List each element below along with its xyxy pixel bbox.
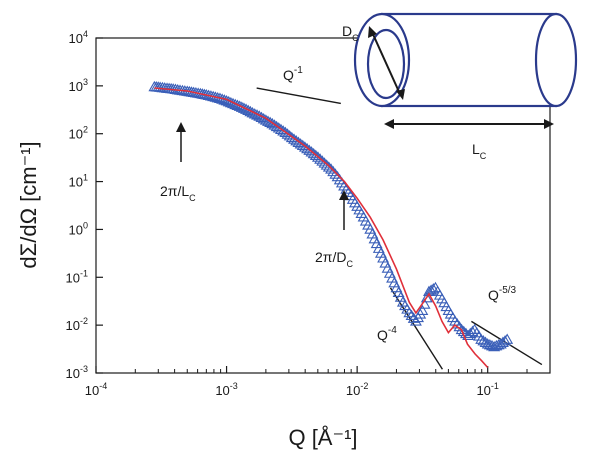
data-point xyxy=(288,133,300,144)
cylinder-diagram: DC LC xyxy=(342,12,578,161)
y-tick-label: 104 xyxy=(69,29,88,46)
data-point xyxy=(425,284,438,295)
data-point xyxy=(275,123,287,135)
data-point xyxy=(294,138,307,149)
label-dc: DC xyxy=(342,23,359,43)
data-point xyxy=(501,333,514,344)
data-point xyxy=(292,136,305,147)
data-point xyxy=(283,130,296,141)
y-tick-label: 10-3 xyxy=(66,364,88,381)
data-point xyxy=(290,134,303,146)
arrow-length-marker xyxy=(176,122,186,162)
x-tick-label: 10-2 xyxy=(346,381,368,398)
data-point xyxy=(455,323,468,335)
data-point xyxy=(325,163,337,174)
annotation-q-minus-4: Q-4 xyxy=(377,325,397,343)
axis-ticks: 10-4 10-3 10-2 10-110-310-210-1100101102103… xyxy=(66,29,528,398)
fit-curve xyxy=(154,87,489,369)
data-point xyxy=(279,126,292,138)
data-point xyxy=(272,122,285,133)
data-point xyxy=(240,103,252,114)
data-point xyxy=(268,119,281,130)
data-point xyxy=(322,161,335,172)
data-point xyxy=(305,146,318,157)
data-point xyxy=(298,141,311,152)
data-point xyxy=(314,153,327,164)
label-2pi-over-lc: 2π/LC xyxy=(160,183,196,203)
data-point xyxy=(416,304,429,316)
data-point xyxy=(307,147,320,159)
data-point xyxy=(427,283,440,294)
data-point xyxy=(242,104,255,116)
data-markers xyxy=(148,80,514,352)
data-point xyxy=(316,155,329,166)
data-point xyxy=(301,142,314,154)
fit-curve-group xyxy=(154,87,489,369)
y-axis-title: dΣ/dΩ [cm⁻¹] xyxy=(16,141,41,268)
data-point xyxy=(309,149,322,160)
data-point xyxy=(303,144,316,155)
x-tick-label: 10-1 xyxy=(476,381,498,398)
annotation-q-minus-1: Q-1 xyxy=(283,65,303,83)
label-lc: LC xyxy=(472,141,487,161)
cylinder-inner-hole xyxy=(366,28,406,100)
data-point xyxy=(320,159,333,170)
slope-guide-line xyxy=(389,287,444,370)
data-point xyxy=(329,168,342,179)
y-tick-label: 100 xyxy=(69,220,88,237)
data-point xyxy=(477,334,490,346)
y-tick-label: 10-2 xyxy=(66,316,88,333)
data-point xyxy=(281,128,294,139)
arrow-diameter-marker xyxy=(339,190,349,230)
data-point xyxy=(479,336,492,347)
data-point xyxy=(266,117,279,129)
y-tick-label: 10-1 xyxy=(66,268,88,285)
data-point xyxy=(285,131,298,143)
data-point xyxy=(277,125,290,136)
y-tick-label: 101 xyxy=(69,173,88,190)
plot-area xyxy=(95,37,551,374)
plot-frame xyxy=(95,37,551,374)
y-tick-label: 102 xyxy=(69,125,88,142)
y-tick-label: 103 xyxy=(69,77,88,94)
data-point xyxy=(311,151,324,162)
slope-guide-line xyxy=(256,87,341,105)
label-2pi-over-dc: 2π/DC xyxy=(315,249,353,269)
x-tick-label: 10-3 xyxy=(215,381,237,398)
data-point xyxy=(499,334,512,346)
slope-guides xyxy=(256,87,543,370)
annotation-q-minus-5-3: Q-5/3 xyxy=(488,285,517,303)
x-axis-title: Q [Å⁻¹] xyxy=(288,425,357,450)
x-tick-label: 10-4 xyxy=(85,381,107,398)
data-point xyxy=(296,139,309,151)
diameter-arrow xyxy=(368,26,405,100)
data-point xyxy=(420,291,433,303)
data-point xyxy=(318,157,331,168)
data-point xyxy=(327,165,340,177)
data-point xyxy=(475,333,488,344)
data-point xyxy=(496,336,509,347)
cylinder-back-cap xyxy=(534,12,578,108)
length-arrow xyxy=(384,119,554,129)
data-point xyxy=(270,120,283,132)
